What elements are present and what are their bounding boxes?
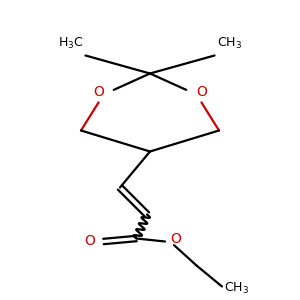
Text: $\mathsf{H_3C}$: $\mathsf{H_3C}$ — [58, 36, 83, 51]
Text: O: O — [93, 85, 104, 99]
Text: $\mathsf{CH_3}$: $\mathsf{CH_3}$ — [217, 36, 242, 51]
Text: O: O — [171, 232, 182, 246]
Text: O: O — [196, 85, 207, 99]
Text: O: O — [85, 234, 95, 248]
Text: $\mathsf{CH_3}$: $\mathsf{CH_3}$ — [224, 280, 250, 296]
